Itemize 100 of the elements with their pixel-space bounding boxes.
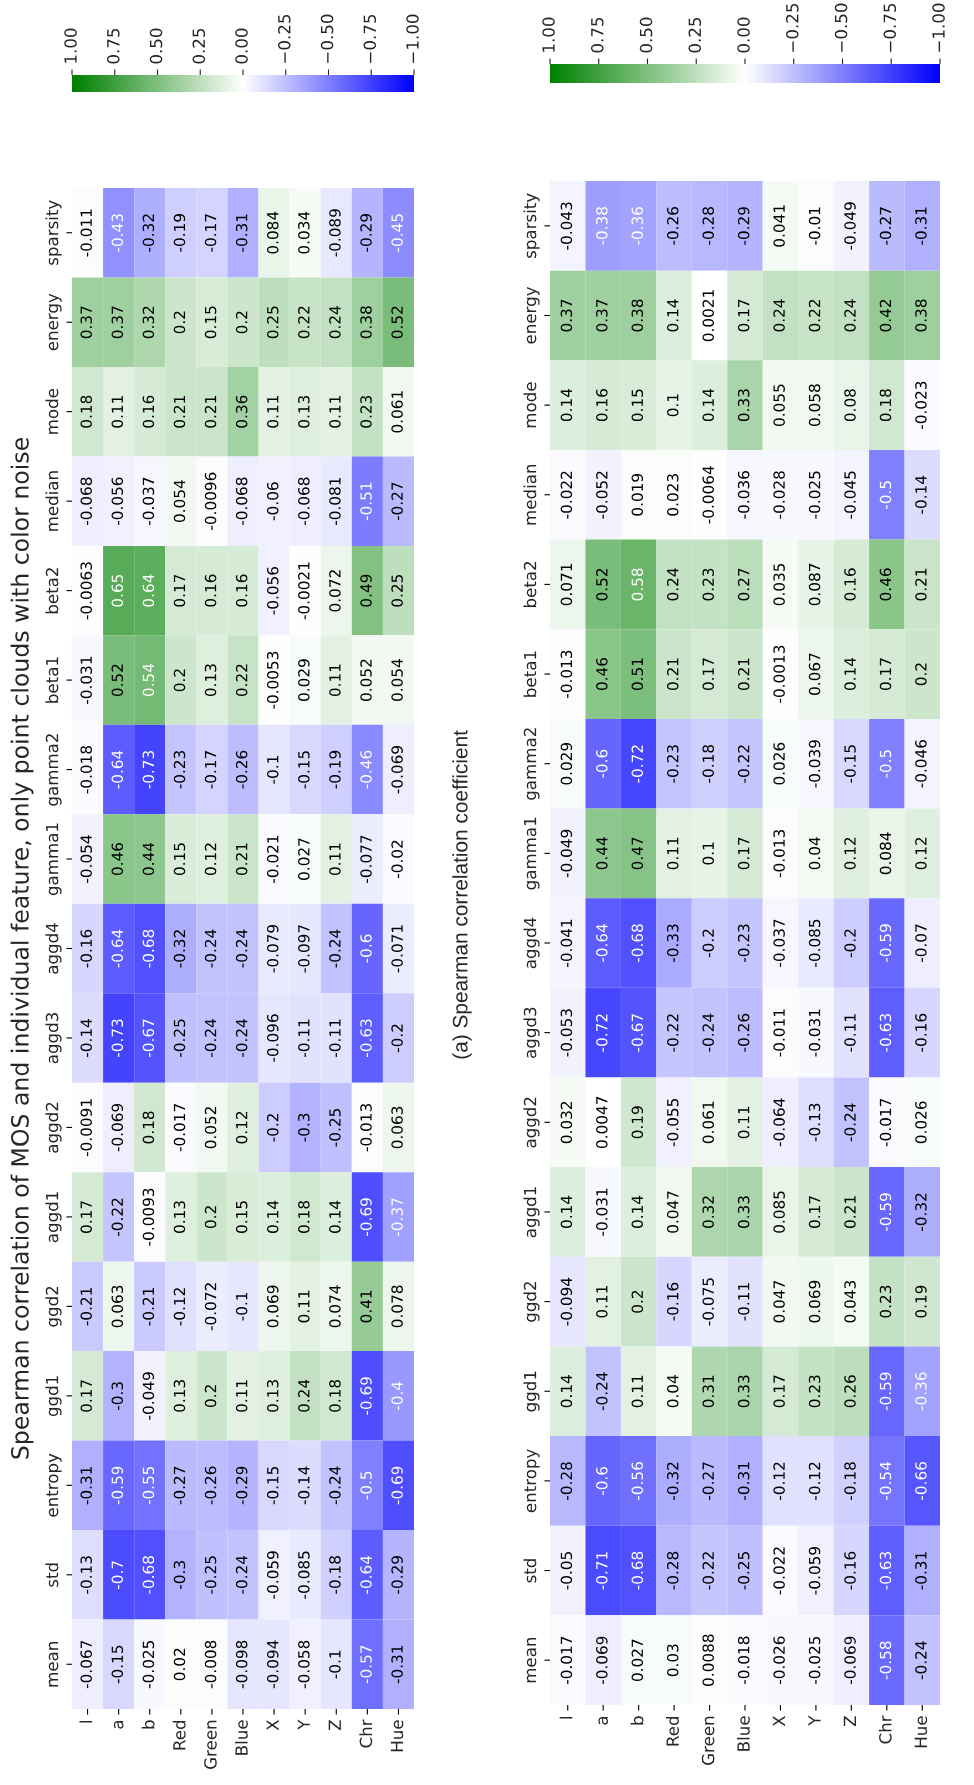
data-label: 0.21	[204, 396, 217, 428]
y-tick-label: gamma1	[45, 823, 62, 896]
data-label: -0.037	[142, 477, 155, 526]
color-bar-label: 0.50	[149, 28, 163, 64]
data-label: -0.24	[204, 1019, 217, 1057]
x-tick-label: Z	[328, 1720, 341, 1731]
data-label: 0.24	[844, 299, 856, 332]
data-label: -0.037	[773, 919, 785, 967]
data-label: -0.58	[879, 1641, 892, 1680]
data-label: -0.039	[808, 740, 821, 788]
data-label: -0.15	[298, 751, 310, 789]
data-label: 0.22	[235, 664, 248, 697]
data-label: -0.11	[329, 1019, 341, 1057]
data-label: -0.025	[142, 1640, 155, 1689]
data-label: 0.38	[631, 299, 644, 332]
data-label: 0.44	[596, 837, 608, 870]
x-tick-label: Z	[843, 1716, 856, 1727]
data-label: -0.69	[360, 1198, 372, 1236]
x-tick-label: Y	[297, 1719, 310, 1730]
y-tick-label: aggd4	[45, 923, 62, 974]
data-label: -0.7	[111, 1561, 124, 1589]
data-label: 0.067	[808, 653, 821, 695]
y-tick-label: aggd3	[523, 1007, 540, 1058]
data-label: -0.29	[360, 214, 372, 252]
data-label: 0.2	[204, 1385, 217, 1407]
data-label: -0.59	[879, 924, 892, 963]
data-label: -0.23	[666, 745, 679, 783]
data-label: -0.24	[329, 929, 341, 968]
data-label: 0.17	[702, 658, 714, 691]
data-label: -0.056	[111, 477, 124, 526]
data-label: -0.31	[235, 214, 248, 252]
data-label: 0.11	[111, 396, 124, 428]
data-label: -0.049	[844, 202, 856, 250]
data-label: 0.31	[702, 1375, 714, 1408]
data-label: 0.17	[773, 1375, 785, 1408]
data-label: -0.071	[391, 925, 403, 973]
data-label: -0.64	[111, 750, 124, 789]
data-label: -0.72	[631, 745, 644, 783]
data-label: -0.043	[560, 202, 573, 250]
data-label: 0.2	[173, 311, 186, 334]
data-label: -0.11	[737, 1283, 750, 1321]
x-tick-label: Blue	[234, 1720, 248, 1755]
data-label: -0.36	[631, 207, 644, 245]
data-label: -0.008	[204, 1640, 217, 1689]
data-label: -0.054	[80, 835, 92, 883]
data-label: 0.072	[329, 570, 341, 612]
data-label: -0.31	[915, 207, 927, 245]
y-tick-label: aggd1	[523, 1187, 540, 1238]
data-label: -0.36	[915, 1372, 927, 1411]
data-label: 0.15	[235, 1201, 248, 1233]
data-label: 0.42	[879, 299, 892, 332]
data-label: -0.72	[596, 1014, 608, 1052]
data-label: 0.51	[631, 658, 644, 691]
data-label: -0.26	[204, 1466, 217, 1505]
data-label: -0.33	[666, 924, 679, 963]
data-label: 0.12	[844, 837, 856, 870]
data-label: 0.11	[737, 1106, 750, 1139]
data-label: 0.16	[596, 389, 608, 422]
x-tick-label: Chr	[359, 1719, 373, 1748]
data-label: -0.017	[879, 1098, 892, 1147]
data-label: -0.055	[666, 1099, 679, 1147]
data-label: -0.05	[560, 1552, 573, 1590]
data-label: -0.6	[596, 1466, 608, 1496]
data-label: 0.18	[80, 395, 92, 428]
data-label: -0.02	[391, 840, 403, 879]
data-label: 0.11	[298, 1290, 310, 1323]
x-tick-label: l	[559, 1716, 573, 1719]
y-tick-label: energy	[48, 293, 62, 351]
data-label: -0.24	[235, 1019, 248, 1057]
data-label: 0.1	[702, 842, 714, 865]
data-label: 0.16	[142, 395, 155, 428]
data-label: -0.26	[666, 207, 679, 245]
data-label: -0.049	[560, 829, 573, 878]
data-label: -0.0096	[204, 472, 217, 530]
data-label: 0.46	[879, 568, 892, 601]
data-label: -0.22	[702, 1552, 714, 1590]
data-label: -0.085	[808, 919, 821, 967]
data-label: -0.097	[298, 925, 310, 973]
data-label: -0.68	[631, 924, 644, 963]
data-label: 0.46	[111, 842, 124, 876]
y-tick-label: energy	[526, 286, 540, 344]
x-tick-label: l	[79, 1720, 93, 1723]
data-label: -0.6	[360, 934, 372, 963]
data-label: -0.077	[360, 835, 372, 883]
data-label: 0.14	[560, 1375, 573, 1408]
data-label: 0.087	[808, 563, 821, 606]
data-label: 0.16	[204, 574, 217, 607]
data-label: 0.11	[596, 1285, 608, 1318]
data-label: 0.043	[844, 1280, 856, 1323]
data-label: -0.14	[298, 1466, 310, 1505]
data-label: -0.28	[666, 1551, 679, 1590]
data-label: -0.085	[298, 1551, 310, 1599]
data-label: 0.054	[173, 480, 186, 523]
data-label: -0.1	[235, 1292, 248, 1321]
data-label: -0.32	[142, 214, 155, 252]
y-tick-label: gamma2	[45, 734, 62, 806]
data-label: -0.022	[773, 1547, 785, 1595]
data-label: -0.013	[773, 829, 785, 878]
data-label: 0.27	[737, 568, 750, 601]
data-label: 0.11	[631, 1375, 644, 1408]
